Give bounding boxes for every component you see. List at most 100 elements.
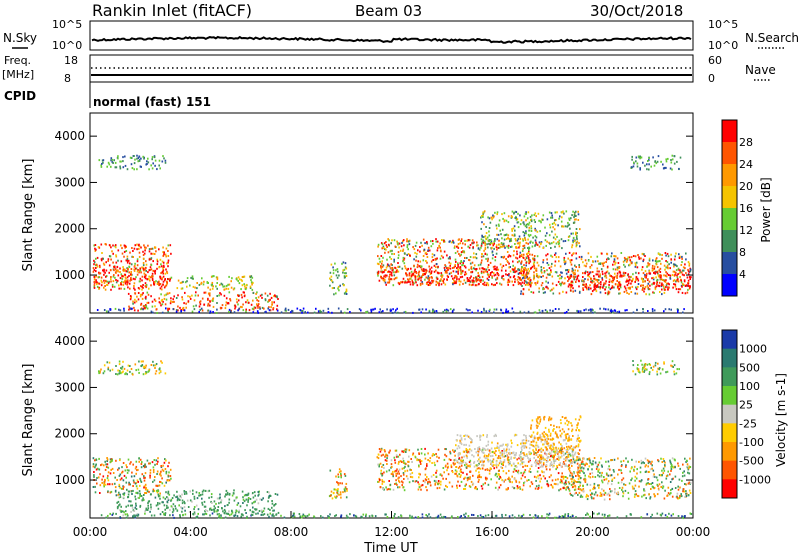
echo-cell (612, 310, 614, 313)
echo-cell (409, 475, 412, 478)
echo-cell (510, 439, 512, 442)
echo-cell (587, 259, 590, 262)
echo-cell (507, 246, 510, 249)
echo-cell (165, 268, 167, 271)
echo-cell (144, 273, 147, 276)
echo-cell (209, 294, 211, 297)
echo-cell (385, 283, 387, 286)
echo-cell (681, 269, 684, 272)
echo-cell (337, 476, 340, 478)
echo-cell (145, 269, 147, 272)
echo-cell (98, 457, 100, 460)
echo-cell (374, 307, 376, 310)
echo-cell (243, 295, 246, 298)
echo-cell (535, 215, 537, 218)
echo-cell (179, 281, 182, 284)
echo-cell (126, 255, 129, 258)
echo-cell (511, 442, 513, 445)
echo-cell (261, 511, 263, 514)
echo-cell (551, 282, 554, 285)
echo-cell (681, 255, 683, 258)
echo-cell (123, 250, 126, 253)
echo-cell (167, 250, 169, 252)
echo-cell (505, 472, 508, 475)
echo-cell (525, 261, 528, 264)
echo-cell (596, 279, 599, 281)
echo-cell (454, 454, 456, 457)
echo-cell (402, 481, 404, 484)
echo-cell (471, 311, 473, 314)
echo-cell (491, 242, 494, 245)
echo-cell (564, 459, 567, 462)
echo-cell (276, 295, 278, 298)
echo-cell (519, 270, 522, 273)
echo-cell (330, 275, 333, 278)
echo-cell (424, 453, 426, 456)
echo-cell (402, 460, 405, 462)
echo-cell (391, 269, 394, 272)
echo-cell (171, 511, 174, 514)
echo-cell (492, 284, 495, 287)
echo-cell (391, 264, 393, 266)
echo-cell (536, 281, 539, 284)
echo-cell (485, 232, 488, 234)
echo-cell (459, 242, 462, 245)
echo-cell (597, 286, 600, 289)
echo-cell (142, 264, 145, 267)
echo-cell (102, 257, 104, 260)
echo-cell (616, 272, 619, 275)
echo-cell (505, 258, 507, 260)
echo-cell (461, 460, 464, 463)
echo-cell (575, 231, 577, 234)
echo-cell (383, 248, 386, 251)
echo-cell (544, 458, 546, 461)
echo-cell (526, 465, 529, 467)
echo-cell (484, 235, 487, 238)
echo-cell (242, 502, 244, 504)
echo-cell (534, 282, 536, 285)
echo-cell (153, 282, 155, 285)
echo-cell (641, 266, 644, 269)
echo-cell (580, 255, 583, 258)
echo-cell (148, 250, 151, 253)
echo-cell (439, 473, 442, 476)
echo-cell (379, 308, 381, 311)
echo-cell (487, 284, 490, 287)
echo-cell (404, 462, 406, 465)
echo-cell (565, 479, 567, 482)
echo-cell (549, 226, 552, 229)
echo-cell (149, 476, 151, 479)
echo-cell (149, 276, 152, 279)
echo-cell (514, 280, 516, 283)
echo-cell (481, 487, 484, 490)
echo-cell (111, 283, 114, 286)
echo-cell (435, 471, 437, 474)
echo-cell (653, 271, 655, 274)
echo-cell (490, 462, 492, 465)
echo-cell (456, 250, 459, 253)
echo-cell (136, 479, 139, 482)
echo-cell (527, 233, 530, 236)
echo-cell (219, 496, 221, 499)
echo-cell (264, 311, 266, 314)
echo-cell (529, 285, 532, 288)
echo-cell (417, 278, 419, 281)
echo-cell (482, 483, 485, 486)
echo-cell (606, 258, 608, 261)
echo-cell (591, 290, 594, 293)
echo-cell (114, 244, 117, 247)
echo-cell (519, 282, 521, 285)
echo-cell (553, 482, 556, 485)
echo-cell (133, 155, 135, 157)
echo-cell (634, 292, 637, 295)
echo-cell (152, 269, 155, 272)
echo-cell (535, 448, 537, 451)
echo-cell (577, 456, 580, 459)
echo-cell (590, 264, 593, 267)
echo-cell (145, 304, 147, 307)
echo-cell (385, 266, 388, 269)
echo-cell (629, 259, 631, 262)
echo-cell (127, 504, 129, 507)
echo-cell (207, 286, 209, 289)
echo-cell (183, 500, 185, 503)
